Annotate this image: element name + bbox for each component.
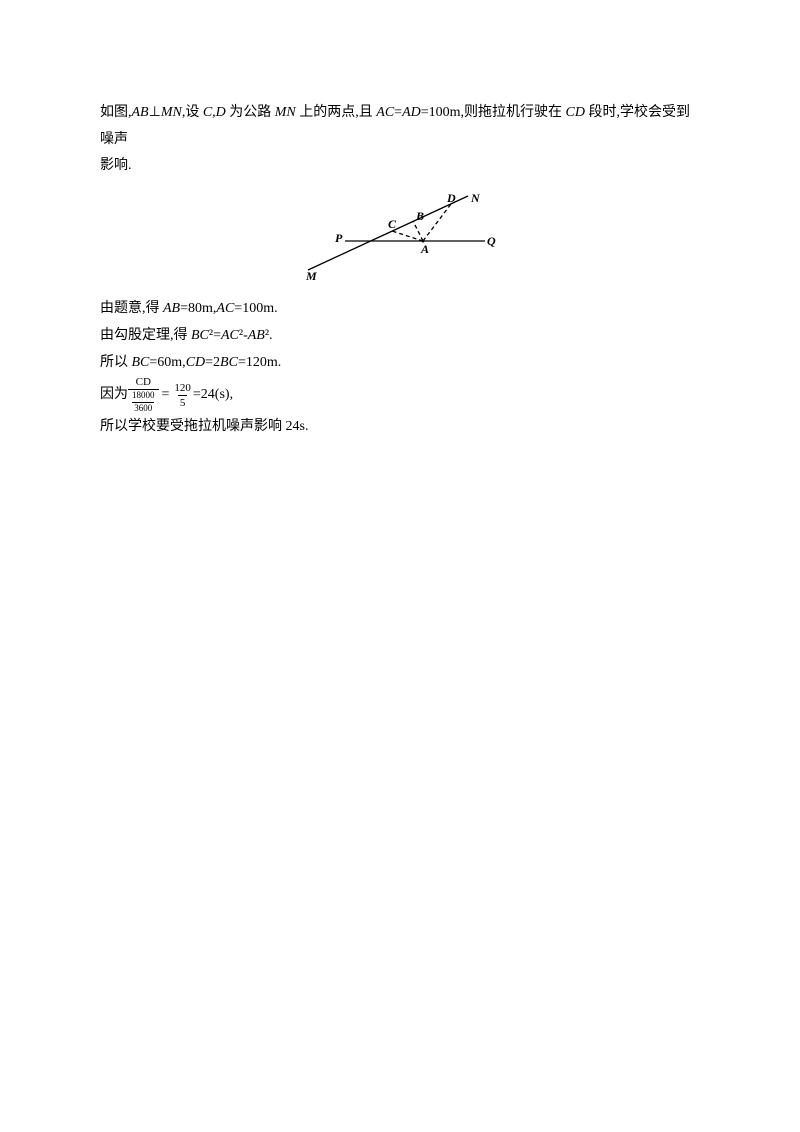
text: =24(s), (193, 387, 233, 402)
paragraph-1: 如图,AB⊥MN,设 C,D 为公路 MN 上的两点,且 AC=AD=100m,… (100, 100, 700, 153)
inner-den: 3600 (132, 402, 154, 414)
svg-text:D: D (446, 191, 456, 205)
frac-num: 120 (172, 382, 193, 395)
paragraph-5: 所以 BC=60m,CD=2BC=120m. (100, 350, 700, 377)
text: ²- (239, 328, 248, 343)
text: 由题意,得 (100, 301, 163, 316)
paragraph-3: 由题意,得 AB=80m,AC=100m. (100, 296, 700, 323)
var-AB: AB (163, 301, 180, 316)
var-AC: AC (221, 328, 239, 343)
frac-den: 5 (178, 395, 188, 409)
text: =60m, (149, 355, 185, 370)
text: 所以学校要受拖拉机噪声影响 24s. (100, 419, 308, 434)
geometry-diagram: M N P Q A B C D (300, 190, 500, 291)
inner-fraction: 18000 3600 (130, 391, 157, 414)
svg-text:M: M (305, 269, 317, 280)
text: ⊥ (149, 105, 161, 120)
svg-text:N: N (470, 191, 481, 205)
text: =120m. (238, 355, 281, 370)
var-AC: AC (376, 105, 394, 120)
inner-num: 18000 (130, 391, 157, 402)
paragraph-4: 由勾股定理,得 BC²=AC²-AB². (100, 323, 700, 350)
var-CD: CD (566, 105, 585, 120)
fraction-expression: CD 18000 3600 = 120 5 (128, 376, 193, 414)
text: ,设 (182, 105, 203, 120)
text: 如图, (100, 105, 132, 120)
var-CD: C,D (203, 105, 226, 120)
text: =100m,则拖拉机行驶在 (421, 105, 566, 120)
var-AC: AC (216, 301, 234, 316)
diagram-container: M N P Q A B C D (100, 190, 700, 291)
frac-den: 18000 3600 (128, 389, 159, 414)
paragraph-2: 影响. (100, 153, 700, 180)
text: 由勾股定理,得 (100, 328, 191, 343)
equals-sign: = (159, 382, 173, 409)
text: =80m, (180, 301, 216, 316)
text: 为公路 (226, 105, 275, 120)
var-AB: AB (132, 105, 149, 120)
text: 因为 (100, 387, 128, 402)
svg-text:A: A (420, 242, 429, 256)
var-BC: BC (132, 355, 150, 370)
svg-text:C: C (388, 217, 397, 231)
var-CD: CD (186, 355, 205, 370)
var-MN: MN (275, 105, 296, 120)
text: ²= (209, 328, 221, 343)
frac-num: CD (134, 376, 153, 389)
var-BC: BC (220, 355, 238, 370)
svg-text:B: B (415, 209, 424, 223)
var-BC: BC (191, 328, 209, 343)
svg-text:Q: Q (487, 234, 496, 248)
paragraph-7: 所以学校要受拖拉机噪声影响 24s. (100, 414, 700, 441)
diagram-svg: M N P Q A B C D (300, 190, 500, 280)
var-MN: MN (161, 105, 182, 120)
var-AD: AD (402, 105, 421, 120)
text: =2 (205, 355, 220, 370)
paragraph-6: 因为 CD 18000 3600 = 120 5 =24(s), (100, 376, 700, 414)
text: 所以 (100, 355, 132, 370)
svg-text:P: P (335, 231, 343, 245)
text: =100m. (234, 301, 277, 316)
text: ². (265, 328, 273, 343)
text: 上的两点,且 (296, 105, 377, 120)
fraction-2: 120 5 (172, 382, 193, 409)
fraction-1: CD 18000 3600 (128, 376, 159, 414)
document-page: 如图,AB⊥MN,设 C,D 为公路 MN 上的两点,且 AC=AD=100m,… (0, 0, 800, 441)
var-AB: AB (248, 328, 265, 343)
text: 影响. (100, 158, 132, 173)
